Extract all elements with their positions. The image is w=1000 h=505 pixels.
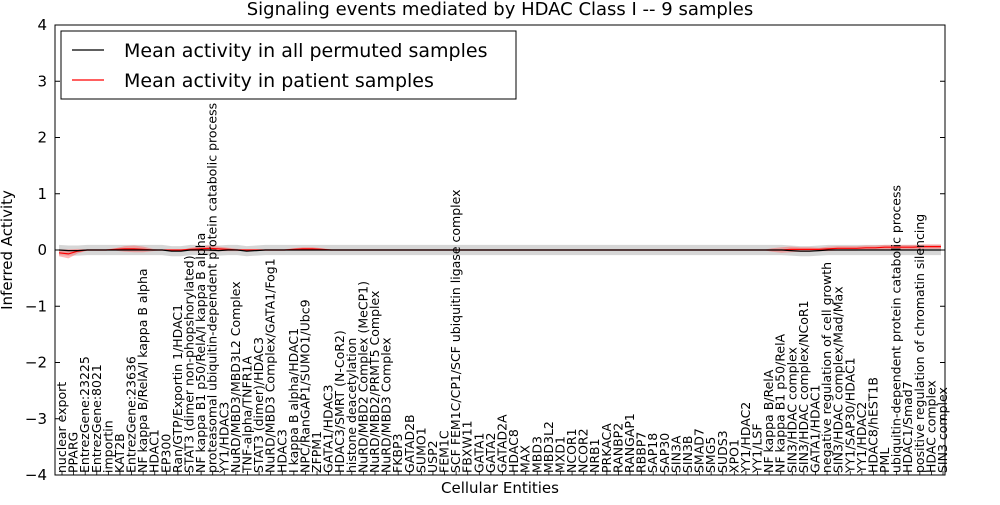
x-tick-label: SAP30: [657, 433, 672, 473]
x-tick-label: PPARG: [66, 432, 81, 473]
x-tick-label: RANGAP1: [622, 413, 637, 473]
x-tick-label: SMAD7: [692, 428, 707, 473]
x-tick-label: proteasomal ubiquitin-dependent protein …: [205, 103, 220, 473]
y-tick-label: −4: [25, 466, 47, 484]
legend-label: Mean activity in all permuted samples: [124, 40, 487, 62]
x-tick-label: SAP18: [645, 433, 660, 473]
x-tick-label: STAT3 (dimer non-phopshorylated): [182, 255, 197, 473]
x-tick-label: HDAC8/hEST1B: [865, 377, 880, 473]
x-tick-label: NuRD/MBD2/PRMT5 Complex: [367, 291, 382, 473]
x-tick-label: nuclear export: [54, 382, 69, 473]
x-tick-label: PML: [877, 448, 892, 473]
x-tick-label: SIN3A: [668, 435, 683, 473]
x-tick-label: SIN3/HDAC complex/NCoR1: [796, 300, 811, 473]
x-tick-label: RANBP2: [610, 423, 625, 473]
x-tick-label: GATA1: [471, 433, 486, 473]
legend-label: Mean activity in patient samples: [124, 70, 434, 92]
x-tick-label: NCOR2: [576, 428, 591, 473]
x-tick-label: YY1/LSF: [750, 423, 765, 474]
x-tick-label: EntrezGene:23225: [77, 356, 92, 473]
x-tick-label: SIN3/HDAC complex/Mad/Max: [831, 286, 846, 473]
legend-box: [60, 30, 517, 100]
x-tick-label: MBD3L2: [541, 421, 556, 473]
x-tick-label: GATAD2A: [495, 414, 510, 473]
permuted-mean-line: [58, 249, 941, 252]
x-tick-label: PRKACA: [599, 423, 614, 473]
x-tick-label: I kappa B alpha/HDAC1: [286, 328, 301, 473]
x-tick-label: NCOR1: [564, 428, 579, 473]
legend: Mean activity in all permuted samples Mea…: [60, 30, 517, 100]
x-tick-label: histone deacetylation: [344, 338, 359, 473]
x-tick-label: NF kappa B1 p50/RelA: [773, 333, 788, 473]
x-tick-label: SIN3B: [680, 436, 695, 474]
x-tick-label: MAX: [518, 445, 533, 473]
x-tick-label: MXD1: [553, 436, 568, 473]
x-tick-label: STAT3 (dimer)/HDAC3: [251, 337, 266, 473]
x-tick-label: HDAC3/SMRT (N-CoR2): [332, 330, 347, 473]
x-tick-label: MBD3: [529, 436, 544, 473]
x-tick-label: FBXW11: [460, 420, 475, 473]
y-axis-label: Inferred Activity: [0, 190, 16, 310]
x-tick-label: GATAD2B: [402, 414, 417, 473]
x-tick-label: EP300: [158, 434, 173, 473]
x-tick-label: GATA2: [483, 433, 498, 473]
x-tick-label: HDAC complex: [923, 380, 938, 473]
x-axis-label: Cellular Entities: [441, 479, 559, 497]
y-tick-label: 0: [37, 241, 47, 259]
x-tick-label: SCF FEM1C/CP1/SCF ubiquitin ligase compl…: [448, 190, 463, 473]
x-tick-label: ZFPM1: [309, 431, 324, 473]
x-tick-label: SMG5: [703, 437, 718, 473]
x-tick-label: EntrezGene:23636: [124, 356, 139, 473]
x-tick-label: YY1/HDAC2: [854, 402, 869, 474]
x-tick-label: NuRD/MBD3 Complex/GATA1/Fog1: [263, 258, 278, 473]
x-tick-label: importin: [100, 420, 115, 473]
x-tick-label: NPC/RanGAP1/SUMO1/Ubc9: [297, 299, 312, 473]
x-tick-label: NuRD/MBD2 Complex (MeCP1): [355, 281, 370, 473]
x-tick-label: negative regulation of cell growth: [819, 262, 834, 473]
y-tick-label: 4: [37, 16, 47, 34]
y-tick-label: −2: [25, 354, 47, 372]
x-tick-label: YY1/HDAC3: [216, 402, 231, 474]
y-tick-label: 3: [37, 72, 47, 90]
y-tick-label: −1: [25, 297, 47, 315]
chart-title: Signaling events mediated by HDAC Class …: [247, 0, 754, 20]
x-tick-label: ubiquitin-dependent protein catabolic pr…: [889, 185, 904, 473]
x-tick-label: HDAC1/Smad7: [900, 381, 915, 473]
y-tick-label: −3: [25, 410, 47, 428]
x-tick-label: NRB1: [587, 438, 602, 473]
x-tick-label: NF kappa B1 p50/RelA/I kappa B alpha: [193, 233, 208, 473]
x-tick-label: EntrezGene:8021: [89, 364, 104, 473]
x-tick-label: NF kappa B/RelA: [761, 369, 776, 473]
x-tick-label: HDAC1: [147, 429, 162, 473]
x-tick-label: positive regulation of chromatin silenci…: [912, 214, 927, 473]
x-tick-label: FEM1C: [437, 430, 452, 473]
y-tick-label: 2: [37, 129, 47, 147]
x-tick-label: SUMO1: [413, 427, 428, 473]
x-tick-label: GATA1/HDAC3: [321, 385, 336, 473]
x-tick-label: SIN3/HDAC complex: [784, 347, 799, 473]
x-tick-label: SIN3 complex: [935, 387, 950, 473]
x-tick-label: GATA1/HDAC1: [808, 385, 823, 473]
x-tick-label: Ran/GTP/Exportin 1/HDAC1: [170, 304, 185, 473]
x-tick-label: HDAC8: [506, 429, 521, 473]
x-tick-label: XPO1: [726, 439, 741, 473]
y-tick-label: 1: [37, 185, 47, 203]
x-tick-label: NuRD/MBD3 Complex: [379, 337, 394, 473]
x-tick-label: HDAC3: [274, 429, 289, 473]
x-tick-label: USP2: [425, 440, 440, 473]
x-tick-label: TNF-alpha/TNFR1A: [240, 356, 255, 474]
x-tick-label: KAT2B: [112, 433, 127, 473]
x-tick-label: NF kappa B/RelA/I kappa B alpha: [135, 268, 150, 473]
x-tick-label: YY1/SAP30/HDAC1: [842, 357, 857, 474]
x-tick-label: SUDS3: [715, 430, 730, 473]
x-tick-label: NuRD/MBD3/MBD3L2 Complex: [228, 281, 243, 473]
x-tick-label: RBBP7: [634, 432, 649, 473]
x-tick-label: FKBP3: [390, 434, 405, 473]
x-tick-label: YY1/HDAC2: [738, 402, 753, 474]
